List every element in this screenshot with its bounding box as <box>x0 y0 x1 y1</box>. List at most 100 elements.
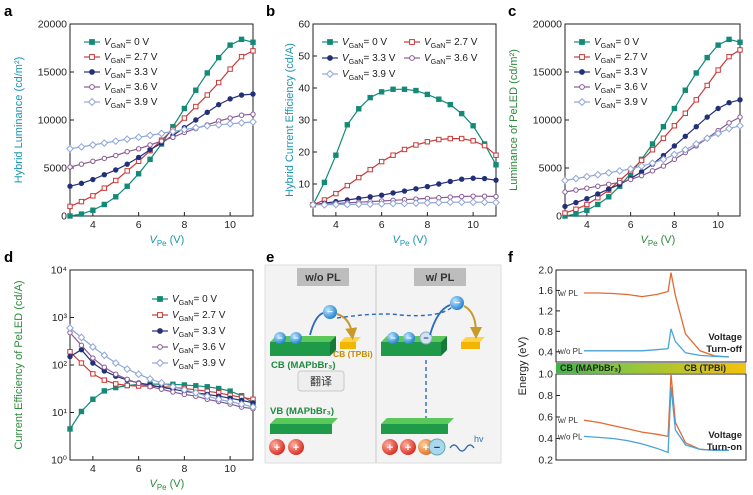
corner-label: Turn-off <box>706 344 743 355</box>
data-point <box>344 122 351 128</box>
legend-marker <box>89 69 95 75</box>
series-label: w/o PL <box>557 432 583 441</box>
y-tick-label: 20 <box>298 147 310 159</box>
data-point <box>682 133 689 140</box>
legend-marker <box>327 55 333 61</box>
y-tick-label: 0.4 <box>538 346 553 358</box>
data-point <box>573 206 579 212</box>
panel-label-f: f <box>508 249 514 266</box>
data-point <box>135 171 142 177</box>
legend-marker <box>155 358 165 368</box>
data-point <box>214 395 223 404</box>
data-point <box>101 377 108 383</box>
data-point <box>101 155 108 162</box>
legend-marker <box>89 54 95 60</box>
y-tick-label: 10¹ <box>52 407 68 419</box>
data-point <box>320 200 329 209</box>
y-tick-label: 5000 <box>539 163 563 175</box>
data-point <box>562 189 568 195</box>
data-point <box>203 392 212 401</box>
data-point <box>413 186 419 192</box>
data-point <box>736 121 744 130</box>
y-tick-label: 5000 <box>44 163 68 175</box>
data-point <box>169 127 177 136</box>
data-point <box>703 134 712 143</box>
corner-label: Voltage <box>708 430 742 441</box>
data-point <box>215 385 222 392</box>
y-tick-label: 40 <box>298 83 310 95</box>
data-point <box>204 109 210 116</box>
hole-4 <box>400 439 416 455</box>
y-tick-label: 10 <box>298 179 310 191</box>
y-tick-label: 10000 <box>38 115 67 127</box>
hole-2 <box>288 439 304 455</box>
cb-slab-side-left <box>330 336 336 356</box>
data-point <box>367 194 373 200</box>
photon-wave-icon <box>449 444 475 452</box>
overlay-text: 翻译 <box>310 374 332 388</box>
escape-path-right <box>429 304 451 336</box>
data-point <box>470 193 476 199</box>
data-point <box>90 396 96 402</box>
data-point <box>638 172 645 179</box>
data-point <box>572 174 580 183</box>
data-point <box>67 349 73 355</box>
x-tick-label: 10 <box>712 219 724 231</box>
overlay-box <box>297 370 345 392</box>
tpbi-slab-right <box>461 342 480 349</box>
series-label: w/ PL <box>557 289 579 298</box>
data-point <box>715 67 721 73</box>
data-point <box>704 82 710 89</box>
legend-label: VGaN= 0 V <box>594 37 639 50</box>
data-point <box>124 376 130 382</box>
photon-label: hv <box>474 434 484 444</box>
legend-label: VGaN= 3.3 V <box>342 53 396 66</box>
data-point <box>436 181 442 187</box>
data-point <box>250 91 256 97</box>
panel-label-c: c <box>508 3 516 20</box>
legend-marker <box>325 69 335 79</box>
data-point <box>343 200 352 209</box>
data-point <box>147 383 153 390</box>
x-tick-label: 4 <box>90 463 96 475</box>
hole-3 <box>382 439 398 455</box>
data-point <box>227 42 233 48</box>
data-point <box>470 123 476 129</box>
data-point <box>562 203 568 210</box>
data-point <box>237 400 246 409</box>
data-point <box>649 147 656 153</box>
data-point <box>250 48 256 54</box>
data-point <box>90 355 96 361</box>
data-point <box>157 378 166 387</box>
data-point <box>638 157 645 164</box>
x-tick-label: 6 <box>136 463 142 475</box>
corner-label: Turn-on <box>707 442 742 453</box>
x-axis-title: VPe (V) <box>641 234 676 248</box>
data-point <box>726 53 732 60</box>
cb-slab-top-left <box>270 336 336 342</box>
data-point <box>493 177 499 183</box>
data-point <box>309 200 317 209</box>
electron-1 <box>274 332 286 344</box>
data-point <box>77 333 86 342</box>
data-point <box>715 105 721 112</box>
x-tick-label: 8 <box>671 219 677 231</box>
data-point <box>193 117 199 123</box>
plot-frame <box>555 269 747 363</box>
data-point <box>67 183 73 189</box>
data-point <box>180 125 189 134</box>
data-point <box>726 36 732 43</box>
data-point <box>157 129 166 138</box>
data-point <box>693 124 699 130</box>
legend-marker <box>89 84 95 90</box>
data-point <box>238 92 245 98</box>
data-point <box>333 190 339 197</box>
y-tick-label: 0.6 <box>538 412 553 424</box>
data-point <box>457 198 466 207</box>
data-point <box>377 199 386 208</box>
data-point <box>124 168 130 174</box>
data-point <box>90 158 96 164</box>
x-tick-label: 4 <box>333 219 339 231</box>
series-line <box>584 328 730 358</box>
data-point <box>493 152 499 158</box>
